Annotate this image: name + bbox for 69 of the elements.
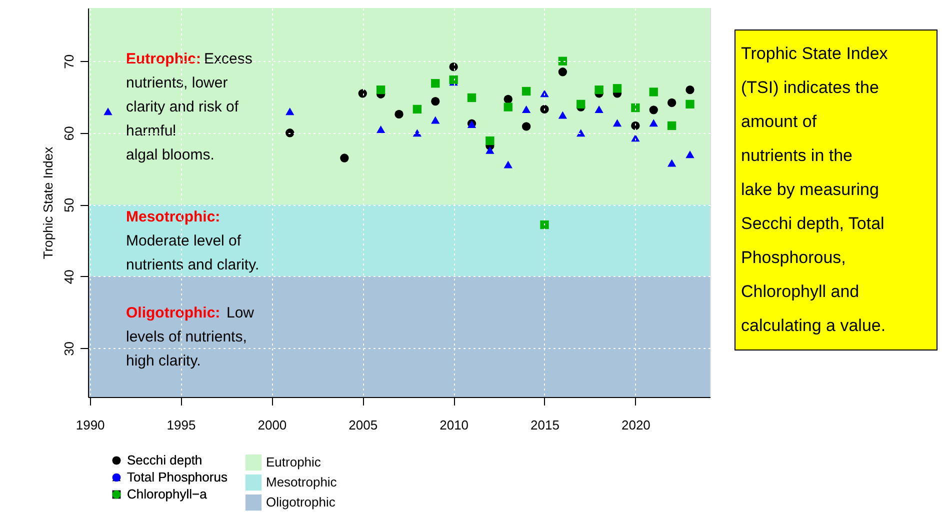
legend-label: Mesotrophic [266,474,338,490]
point [558,111,568,119]
point [540,104,549,114]
point [540,220,549,230]
point [412,104,422,114]
x-tick-label: 1995 [166,418,196,432]
legend-label: Total Phosphorus [127,470,228,484]
point [667,98,676,108]
x-tick-label: 1990 [76,418,105,432]
legend-label: Oligotrophic [266,494,336,510]
point [631,103,640,112]
y-tick-label: 40 [62,270,76,284]
x-tick-label: 2005 [348,418,378,432]
point [594,105,604,113]
point [467,93,476,102]
point [612,84,622,93]
annotation: Oligotrophic: Low levels of nutrients, high clarity. [126,304,254,370]
point [558,56,568,66]
point [558,68,568,76]
y-axis-title: Trophic State Index [40,146,56,260]
point [667,159,676,167]
point [649,106,658,114]
x-tick-label: 2010 [440,418,469,432]
point [431,96,440,106]
point [686,86,694,94]
point [449,62,458,72]
point [594,85,604,94]
legend-label: Secchi depth [127,452,202,468]
x-tick-label: 2015 [530,418,560,432]
point [686,100,694,109]
point [412,129,422,137]
point [358,89,367,98]
legend-label: Chlorophyll−a [127,486,208,502]
text: Trophic State Index (TSI) indicates the amount of nutrients in the lake by measuring Secchi depth, Total Phosphorous, Chlorophyll and calculating a value. [741,44,888,335]
point [686,150,694,158]
point [449,75,458,84]
point [486,146,494,154]
point [286,108,294,116]
point [522,122,531,131]
point [286,128,294,138]
y-tick-label: 30 [62,341,76,356]
point [394,110,404,119]
point [504,94,512,104]
legend-label: Eutrophic [266,454,322,470]
x-tick-label: 2000 [258,418,287,432]
point [504,160,512,168]
y-tick-label: 70 [62,54,76,69]
point [522,105,531,113]
y-tick-label: 50 [62,198,76,212]
point [104,108,112,116]
point [376,126,386,134]
point [340,154,349,162]
point [431,116,440,124]
point [667,121,676,130]
annotation: Mesotrophic: Moderate level of nutrients and clarity. [126,208,260,274]
point [631,121,640,130]
point [431,79,440,88]
point [376,85,386,94]
annotation: Eutrophic: Excess nutrients, lower clarity and risk of harmful algal blooms. [126,50,252,164]
y-tick-label: 60 [62,126,76,141]
point [576,100,586,109]
point [522,86,531,96]
point [649,88,658,96]
point [649,119,658,127]
point [504,102,512,112]
point [612,119,622,127]
point [576,129,586,137]
point [486,136,494,146]
x-tick-label: 2020 [621,418,650,432]
